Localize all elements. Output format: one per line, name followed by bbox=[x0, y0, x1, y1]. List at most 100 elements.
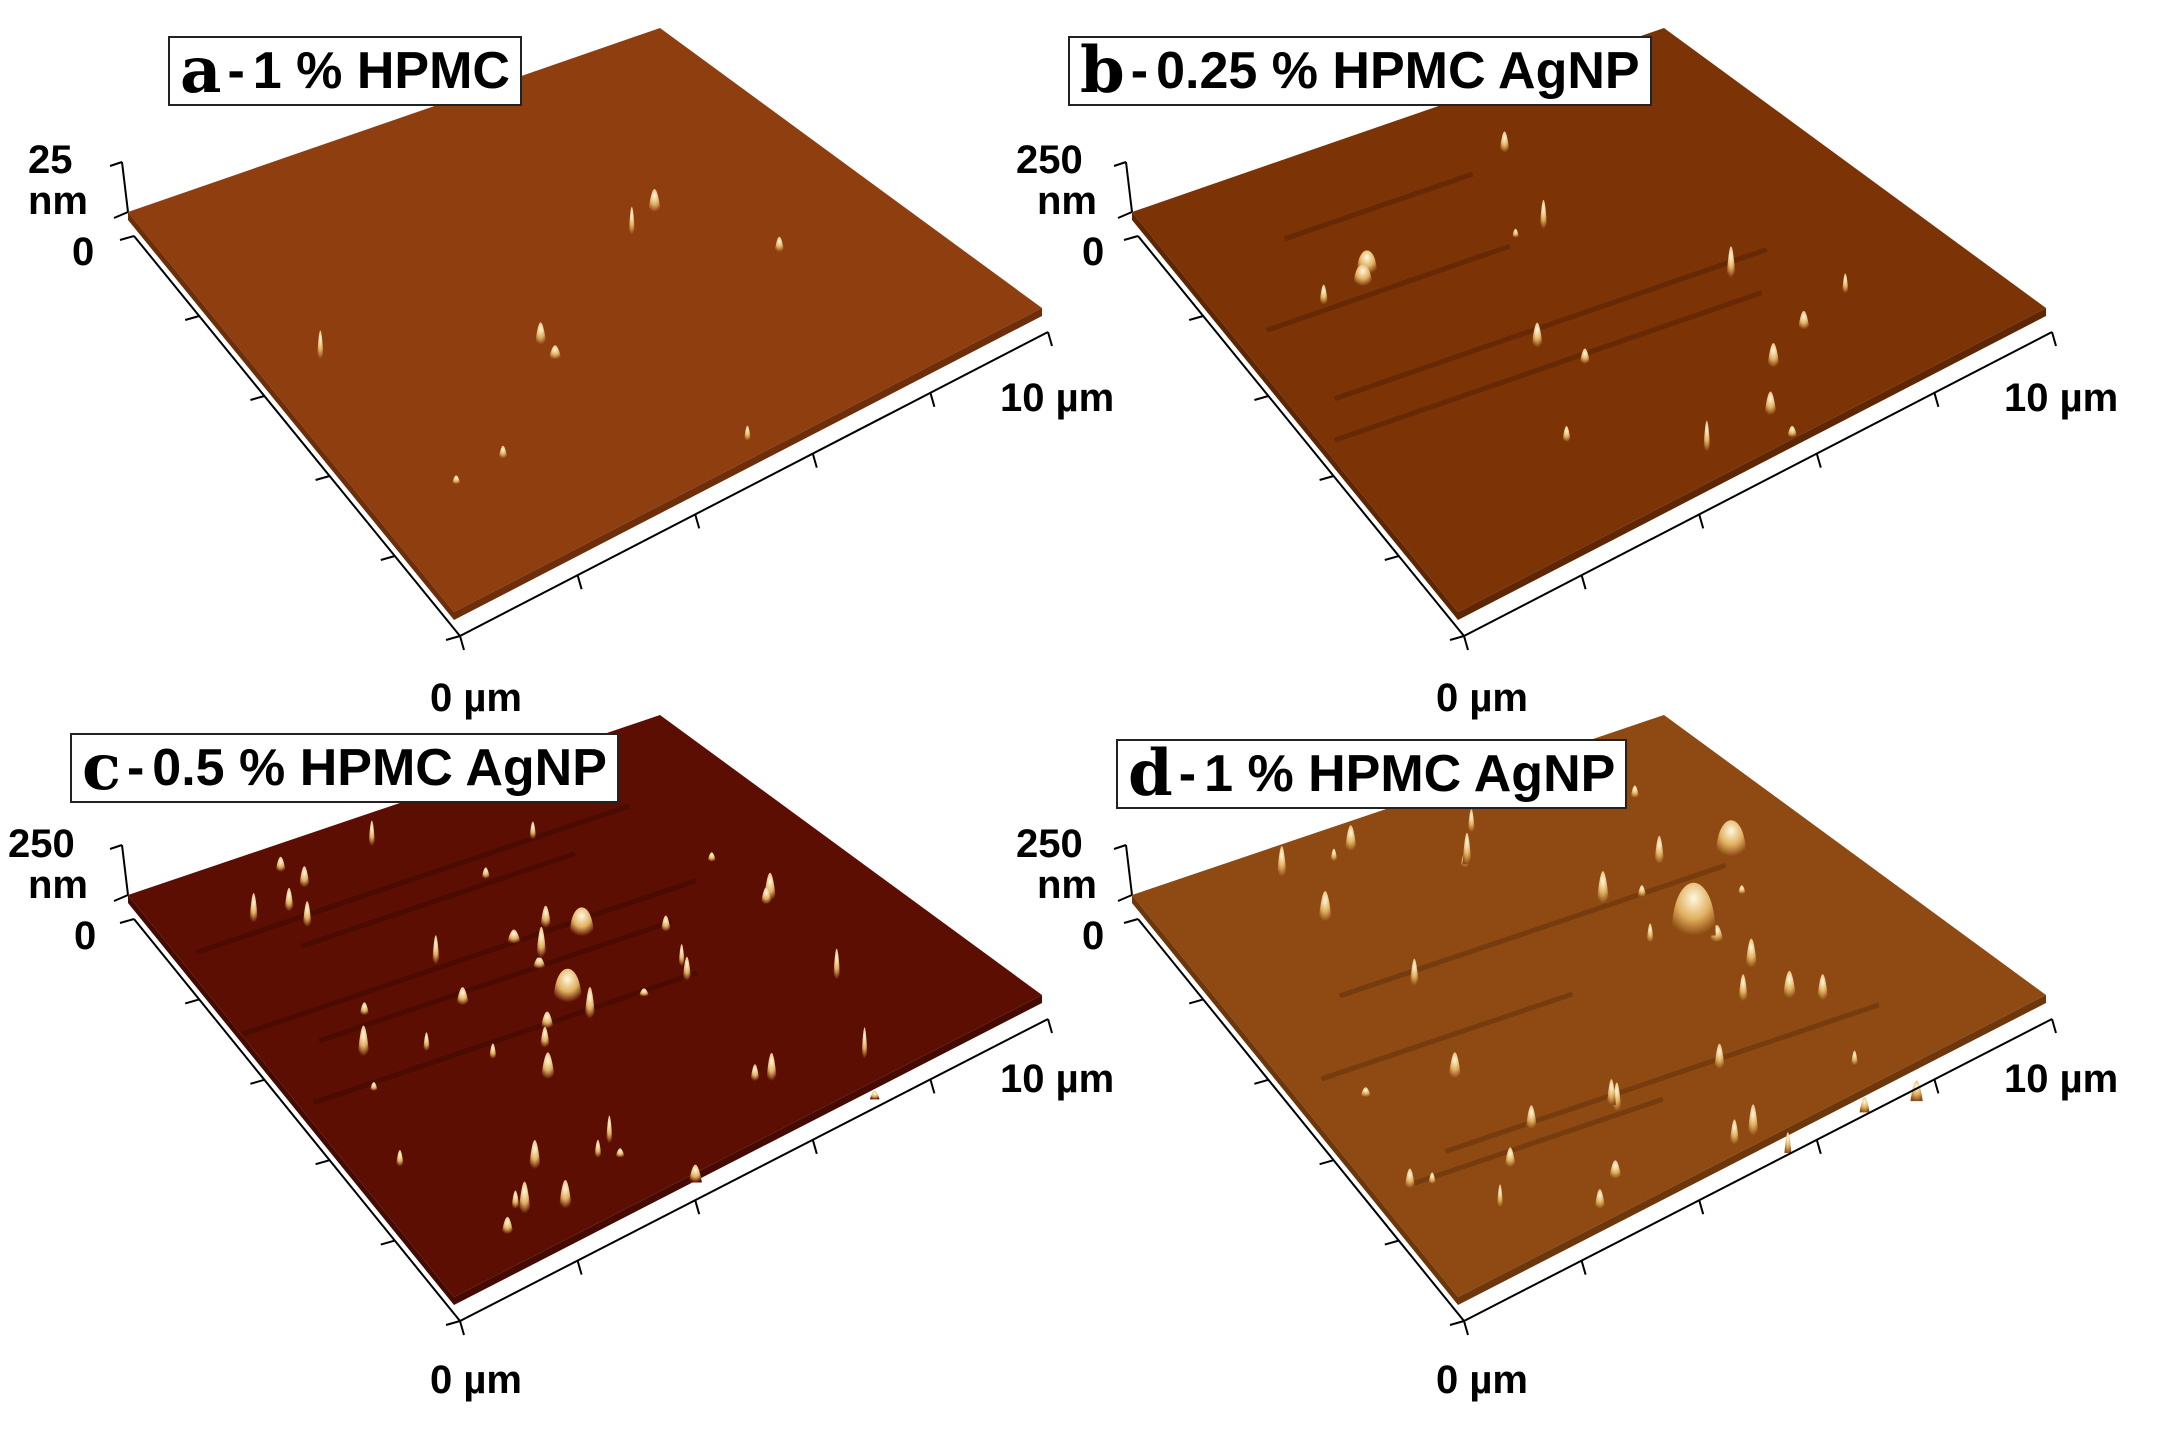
surface-peak bbox=[1539, 199, 1548, 230]
surface-peak bbox=[750, 1064, 760, 1082]
surface-peak bbox=[275, 856, 286, 872]
panel-letter: d bbox=[1128, 736, 1173, 811]
x-axis-tick bbox=[576, 574, 583, 590]
y-axis-tick bbox=[119, 918, 135, 924]
surface-peak bbox=[540, 1026, 550, 1048]
z-axis-unit-label: nm bbox=[28, 179, 88, 223]
surface-peak bbox=[1737, 885, 1746, 895]
z-axis-tick bbox=[113, 211, 129, 219]
surface-peak bbox=[833, 948, 841, 980]
surface-peak bbox=[423, 1032, 430, 1052]
surface-peak-large bbox=[1716, 820, 1747, 857]
surface-peak bbox=[1428, 1172, 1436, 1184]
surface-peak bbox=[688, 1164, 702, 1183]
surface-peak bbox=[615, 1148, 625, 1158]
x-axis-line bbox=[1463, 331, 2053, 637]
panel-b-title: b - 0.25 % HPMC AgNP bbox=[1068, 36, 1652, 106]
surface-peak bbox=[357, 1025, 370, 1057]
surface-peak bbox=[1467, 809, 1475, 833]
surface-peak bbox=[606, 1115, 613, 1144]
surface-peak bbox=[1630, 785, 1640, 798]
surface-plane bbox=[1132, 715, 2046, 1297]
x-axis-tick bbox=[2051, 331, 2057, 347]
x-axis-tick bbox=[929, 392, 936, 408]
surface-edge-front bbox=[1458, 995, 2046, 1305]
surface-peak-large bbox=[1671, 882, 1716, 936]
x-axis-tick bbox=[694, 514, 701, 529]
y-axis-tick bbox=[1384, 555, 1400, 561]
x-axis-tick bbox=[459, 635, 465, 651]
panel-letter: c bbox=[82, 730, 121, 805]
surface-peak bbox=[540, 905, 552, 928]
panel-c-title: c - 0.5 % HPMC AgNP bbox=[70, 733, 619, 803]
x-axis-tick bbox=[929, 1079, 936, 1094]
surface-peak bbox=[1767, 343, 1780, 368]
z-axis-tick bbox=[109, 844, 123, 850]
y-axis-tick bbox=[1384, 1239, 1400, 1246]
scan-streak bbox=[241, 878, 697, 1037]
y-axis-tick bbox=[1319, 475, 1334, 481]
y-axis-tick bbox=[1188, 998, 1204, 1005]
surface-peak bbox=[1637, 885, 1647, 897]
y-axis-tick bbox=[1319, 1159, 1334, 1166]
surface-peak bbox=[1499, 131, 1510, 153]
surface-peak bbox=[535, 322, 547, 345]
y-axis-tick bbox=[1449, 1320, 1465, 1326]
panel-a: a - 1 % HPMC 25 nm 0 10 µm 0 µm bbox=[0, 0, 1114, 720]
surface-peak-large bbox=[1353, 264, 1372, 286]
surface-peak bbox=[628, 206, 635, 235]
surface-peak bbox=[1798, 310, 1810, 330]
x-axis-line bbox=[459, 1018, 1049, 1322]
surface-peak bbox=[489, 1043, 497, 1059]
x-axis-tick bbox=[1580, 1260, 1587, 1275]
title-dash: - bbox=[1130, 42, 1149, 100]
z-axis-line bbox=[121, 844, 129, 896]
surface-peak bbox=[558, 1179, 572, 1209]
surface-peak bbox=[501, 1216, 514, 1235]
x-axis-zero-label: 0 µm bbox=[1436, 678, 1528, 718]
surface-peak bbox=[682, 956, 692, 981]
x-axis-end-label: 10 µm bbox=[2004, 1059, 2118, 1099]
x-axis-tick bbox=[1463, 1320, 1469, 1336]
x-axis-end-text: 10 µm bbox=[1000, 376, 1115, 420]
x-axis-tick bbox=[1698, 514, 1705, 529]
x-axis-tick bbox=[1933, 392, 1940, 408]
z-axis-tick bbox=[1113, 844, 1127, 850]
x-axis-tick bbox=[2051, 1018, 2057, 1034]
y-axis-line bbox=[1137, 235, 1465, 637]
z-axis-zero-label: 0 bbox=[72, 230, 95, 274]
panel-c: c - 0.5 % HPMC AgNP 250 nm 0 10 µm 0 µm bbox=[0, 715, 1114, 1434]
surface-peak bbox=[1318, 891, 1332, 922]
x-axis-tick bbox=[576, 1260, 583, 1275]
panel-letter: b bbox=[1080, 33, 1125, 108]
y-axis-tick bbox=[380, 555, 396, 561]
x-axis-end-label: 10 µm bbox=[2004, 378, 2118, 418]
title-dash: - bbox=[126, 739, 145, 797]
x-axis-zero-text: 0 µm bbox=[430, 676, 522, 720]
surface-peak bbox=[707, 852, 716, 862]
surface-peak bbox=[249, 892, 258, 923]
z-axis-zero-label: 0 bbox=[1082, 914, 1105, 958]
surface-peak bbox=[678, 944, 685, 967]
y-axis-tick bbox=[315, 475, 330, 481]
surface-peak bbox=[1562, 426, 1571, 442]
surface-peak bbox=[540, 1011, 554, 1029]
z-axis-tick bbox=[1117, 211, 1133, 219]
surface-peak bbox=[638, 988, 650, 997]
surface-peak bbox=[1745, 938, 1758, 968]
surface-peak bbox=[456, 987, 469, 1006]
x-axis-end-text: 10 µm bbox=[2004, 376, 2119, 420]
surface-peak bbox=[1851, 1050, 1859, 1066]
surface-peak bbox=[1531, 322, 1543, 348]
z-axis-top-label: 25 bbox=[28, 138, 73, 182]
surface-peak bbox=[1360, 1087, 1371, 1098]
surface-peak bbox=[368, 820, 376, 847]
surface-plot-b bbox=[1113, 28, 2057, 651]
surface-edge-left bbox=[1132, 895, 1458, 1305]
y-axis-tick bbox=[380, 1239, 396, 1246]
x-axis-end-text: 10 µm bbox=[2004, 1057, 2119, 1101]
surface-peak bbox=[1596, 871, 1610, 904]
z-axis-unit-label: nm bbox=[1037, 179, 1097, 223]
scan-streak bbox=[300, 851, 576, 949]
surface-peak bbox=[1714, 1043, 1725, 1069]
